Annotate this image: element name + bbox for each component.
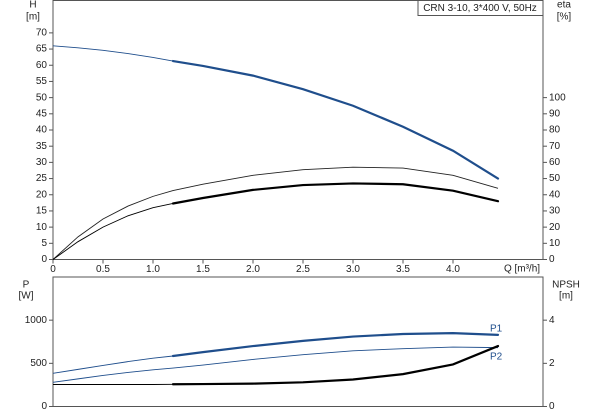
x-axis-label: Q [m³/h] xyxy=(504,264,540,275)
y2-tick-label: 10 xyxy=(549,238,561,249)
y-tick-label: 0 xyxy=(41,401,47,412)
y2-tick-label: 0 xyxy=(549,254,555,265)
series-line xyxy=(53,345,499,385)
x-tick-label: 2.5 xyxy=(296,264,310,275)
y2-tick-label: 60 xyxy=(549,157,561,168)
series-line xyxy=(52,332,499,374)
x-tick-label: 3.5 xyxy=(396,264,410,275)
y-tick-label: 40 xyxy=(36,125,48,136)
x-tick-label: 1.0 xyxy=(146,264,160,275)
y-tick-label: 500 xyxy=(30,358,47,369)
y2-axis-unit: [m] xyxy=(559,291,573,302)
series-line xyxy=(52,45,499,179)
y2-tick-label: 40 xyxy=(549,189,561,200)
y2-tick-label: 70 xyxy=(549,141,561,152)
y-axis-label: H xyxy=(29,0,36,11)
y-axis-unit: [m] xyxy=(26,12,40,23)
chart-title: CRN 3-10, 3*400 V, 50Hz xyxy=(423,3,537,14)
x-tick-label: 4.0 xyxy=(446,264,460,275)
y-tick-label: 50 xyxy=(36,92,48,103)
y-tick-label: 15 xyxy=(36,206,48,217)
y2-tick-label: 20 xyxy=(549,222,561,233)
duty-range-line xyxy=(171,59,500,180)
series-label: P2 xyxy=(490,351,503,362)
y2-tick-label: 30 xyxy=(549,206,561,217)
y-tick-label: 35 xyxy=(36,141,48,152)
y-tick-label: 10 xyxy=(36,222,48,233)
y-tick-label: 70 xyxy=(36,28,48,39)
plot-frame xyxy=(52,0,544,260)
y2-axis-label: eta xyxy=(557,0,571,11)
y2-tick-label: 80 xyxy=(549,125,561,136)
duty-range-line xyxy=(171,182,500,205)
y-tick-label: 65 xyxy=(36,44,48,55)
x-tick-label: 0 xyxy=(50,264,56,275)
y-axis-unit: [W] xyxy=(19,291,34,302)
series-line xyxy=(52,166,499,260)
y-axis-label: P xyxy=(23,280,30,291)
y-tick-label: 5 xyxy=(41,238,47,249)
x-tick-label: 2.0 xyxy=(246,264,260,275)
x-tick-label: 3.0 xyxy=(346,264,360,275)
duty-range-line xyxy=(171,332,500,358)
y-tick-label: 20 xyxy=(36,189,48,200)
y-tick-label: 0 xyxy=(41,254,47,265)
y2-axis-label: NPSH xyxy=(552,280,580,291)
y-tick-label: 60 xyxy=(36,60,48,71)
x-tick-label: 1.5 xyxy=(196,264,210,275)
series-line xyxy=(52,346,499,383)
plot-frame xyxy=(52,276,544,407)
y2-tick-label: 90 xyxy=(549,108,561,119)
y-tick-label: 45 xyxy=(36,108,48,119)
y2-tick-label: 50 xyxy=(549,173,561,184)
y2-axis-unit: [%] xyxy=(557,12,572,23)
y2-tick-label: 100 xyxy=(549,92,566,103)
y-tick-label: 30 xyxy=(36,157,48,168)
x-tick-label: 0.5 xyxy=(96,264,110,275)
series-label: P1 xyxy=(490,323,503,334)
y2-tick-label: 4 xyxy=(549,315,555,326)
duty-range-line xyxy=(171,344,500,386)
y-tick-label: 55 xyxy=(36,76,48,87)
series-line xyxy=(52,182,499,260)
y-tick-label: 25 xyxy=(36,173,48,184)
y2-tick-label: 2 xyxy=(549,358,555,369)
y-tick-label: 1000 xyxy=(25,315,48,326)
y2-tick-label: 0 xyxy=(549,401,555,412)
